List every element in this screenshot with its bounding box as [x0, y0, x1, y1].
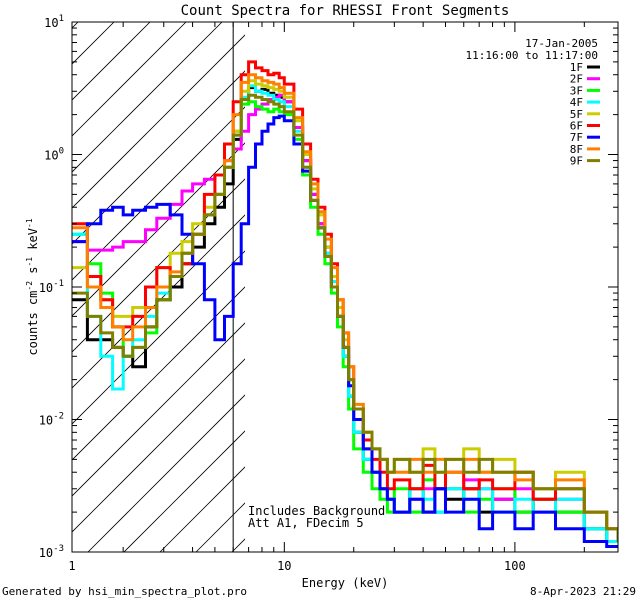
y-tick-label: 10-2 — [39, 412, 64, 428]
hatch-line — [72, 358, 245, 533]
hatch-line — [340, 0, 640, 552]
attenuator-note: Att A1, FDecim 5 — [248, 516, 364, 530]
hatch-line — [72, 286, 245, 461]
y-axis-label: counts cm-2 s-1 keV-1 — [25, 218, 40, 355]
y-tick-label: 101 — [44, 14, 64, 30]
series-1f — [72, 86, 618, 543]
hatch-line — [72, 322, 245, 497]
legend-label: 1F — [570, 61, 583, 74]
series-4f — [72, 84, 618, 543]
series-9f — [72, 93, 618, 542]
hatch-line — [87, 394, 245, 552]
y-tick-label: 100 — [44, 147, 64, 163]
legend-label: 6F — [570, 120, 583, 133]
date-label: 17-Jan-2005 — [525, 37, 598, 50]
legend-label: 9F — [570, 155, 583, 168]
legend-label: 3F — [570, 84, 583, 97]
x-tick-label: 100 — [504, 559, 526, 573]
x-axis-label: Energy (keV) — [302, 576, 389, 590]
legend-label: 8F — [570, 143, 583, 156]
hatch-line — [304, 0, 640, 552]
hatch-line — [72, 22, 115, 65]
hatch-line — [376, 0, 640, 552]
x-tick-label: 10 — [277, 559, 291, 573]
hatch-line — [72, 142, 245, 317]
hatch-line — [268, 0, 640, 552]
y-tick-label: 10-1 — [39, 279, 64, 295]
x-tick-label: 1 — [68, 559, 75, 573]
series-8f — [72, 73, 618, 542]
hatch-line — [123, 430, 245, 552]
legend-label: 5F — [570, 108, 583, 121]
series-6f — [72, 60, 618, 542]
axis-ticks: 1 10 100 101 100 10-1 10-2 10-3 — [39, 14, 618, 573]
y-tick-label: 10-3 — [39, 544, 64, 560]
background-note: Includes Background — [248, 504, 385, 518]
legend-label: 2F — [570, 73, 583, 86]
hatch-line — [72, 22, 79, 29]
series-layer — [72, 60, 618, 548]
chart-title: Count Spectra for RHESSI Front Segments — [181, 3, 510, 19]
hatch-line — [72, 22, 151, 101]
hatch-line — [72, 178, 245, 353]
hatch-line — [72, 106, 245, 281]
hatch-line — [72, 22, 187, 137]
time-range-label: 11:16:00 to 11:17:00 — [466, 49, 598, 62]
legend-label: 4F — [570, 96, 583, 109]
series-5f — [72, 79, 618, 542]
legend-label: 7F — [570, 131, 583, 144]
footer-generator: Generated by hsi_min_spectra_plot.pro — [2, 585, 247, 598]
hatch-line — [72, 34, 245, 209]
hatch-line — [72, 22, 223, 173]
series-3f — [72, 100, 618, 543]
hatch-line — [72, 214, 245, 389]
footer-timestamp: 8-Apr-2023 21:29 — [530, 585, 636, 598]
hatch-line — [72, 250, 245, 425]
series-7f — [72, 114, 618, 548]
